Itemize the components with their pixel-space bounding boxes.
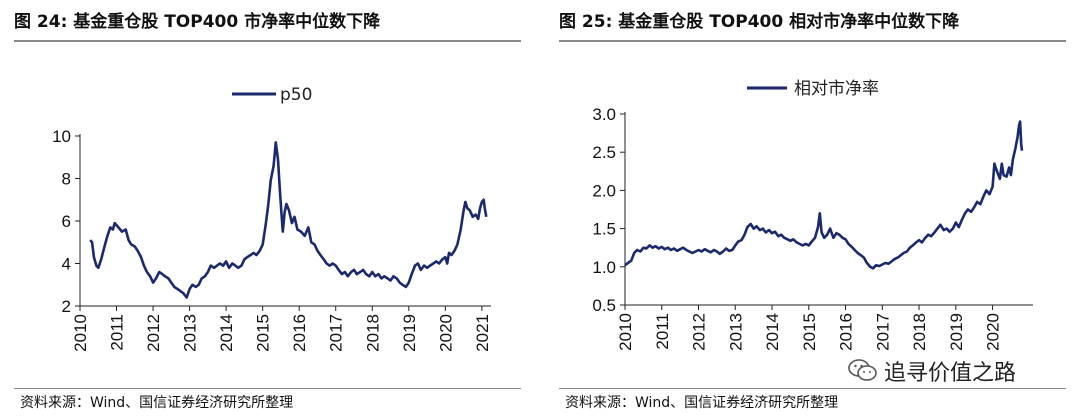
x-tick-label: 2014 (217, 314, 236, 352)
x-tick-label: 2019 (947, 313, 966, 351)
y-tick-label: 0.5 (592, 296, 616, 315)
y-tick-label: 4 (62, 255, 71, 274)
x-tick-label: 2012 (690, 313, 709, 351)
wechat-icon (848, 359, 877, 381)
chart-svg-left: 2 4 6 8 10 2010 2011 2012 2013 2014 2015 2016 2017 20… (52, 85, 492, 352)
source-divider-right (559, 388, 1066, 389)
x-tick-label: 2012 (144, 314, 163, 352)
x-tick-label: 2010 (71, 314, 90, 352)
x-tick-label: 2013 (181, 314, 200, 352)
x-tick-label: 2020 (984, 313, 1003, 351)
series-line (624, 120, 1024, 270)
source-note-left: 资料来源：Wind、国信证券经济研究所整理 (20, 395, 294, 411)
watermark: 追寻价值之路 (848, 354, 1016, 388)
series-line (89, 141, 488, 299)
y-tick-label: 10 (52, 127, 71, 146)
x-tick-label: 2019 (400, 314, 419, 352)
x-tick-label: 2021 (473, 314, 492, 352)
y-tick-label: 1.5 (592, 220, 616, 239)
legend-label: 相对市净率 (794, 79, 879, 99)
x-tick-label: 2016 (837, 313, 856, 351)
title-divider-right (559, 40, 1066, 42)
chart-title-left: 图 24: 基金重仓股 TOP400 市净率中位数下降 (14, 12, 381, 32)
x-tick-label: 2013 (726, 313, 745, 351)
y-tick-label: 2 (62, 297, 71, 316)
x-tick-label: 2018 (910, 313, 929, 351)
x-tick-label: 2014 (763, 313, 782, 351)
chart-title-right: 图 25: 基金重仓股 TOP400 相对市净率中位数下降 (559, 12, 960, 32)
source-divider-left (14, 388, 521, 389)
x-tick-label: 2017 (873, 313, 892, 351)
title-divider-left (14, 40, 521, 42)
x-tick-label: 2010 (616, 313, 635, 351)
source-note-right: 资料来源：Wind、国信证券经济研究所整理 (565, 395, 839, 411)
x-tick-label: 2015 (800, 313, 819, 351)
y-tick-label: 8 (62, 170, 71, 189)
y-tick-label: 1.0 (592, 258, 616, 277)
x-tick-label: 2016 (290, 314, 309, 352)
x-tick-label: 2015 (254, 314, 273, 352)
x-tick-label: 2011 (108, 314, 127, 351)
chart-svg-right: 0.5 1.0 1.5 2.0 2.5 3.0 2010 2011 2012 2013 2014 20… (592, 79, 1033, 351)
x-tick-label: 2011 (653, 313, 672, 350)
chart-panel-right: 图 25: 基金重仓股 TOP400 相对市净率中位数下降 0.5 1.0 1.5 2… (545, 0, 1080, 418)
chart-panel-left: 图 24: 基金重仓股 TOP400 市净率中位数下降 2 4 6 8 10 2010 20… (0, 0, 535, 418)
y-tick-label: 2.0 (592, 181, 616, 200)
x-tick-label: 2017 (327, 314, 346, 352)
y-tick-label: 6 (62, 212, 71, 231)
legend-label: p50 (280, 85, 312, 105)
x-tick-label: 2020 (436, 314, 455, 352)
y-tick-label: 3.0 (592, 105, 616, 124)
watermark-text: 追寻价值之路 (884, 361, 1017, 386)
x-tick-label: 2018 (363, 314, 382, 352)
y-tick-label: 2.5 (592, 143, 616, 162)
